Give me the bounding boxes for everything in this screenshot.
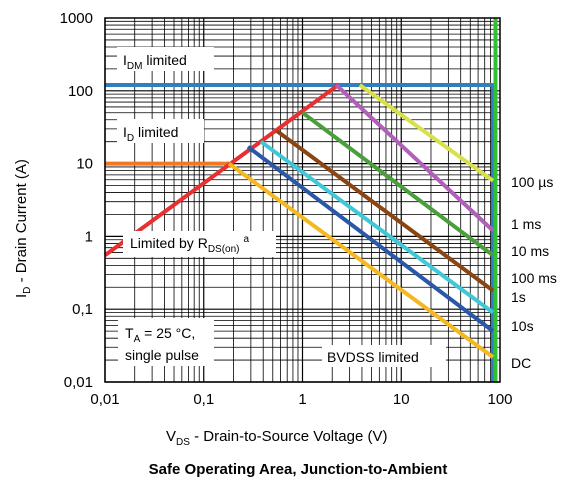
ta-label-line1: TA = 25 °C, <box>125 325 195 345</box>
series-line-2 <box>301 111 495 257</box>
series-label-3: 100 ms <box>511 270 557 286</box>
series-label-5: 10s <box>511 318 534 334</box>
ta-label-box <box>118 318 214 366</box>
series-line-1 <box>334 83 495 233</box>
idm-limited-label: IDM limited <box>123 52 187 72</box>
series-line-0 <box>358 83 495 183</box>
y-tick-label: 100 <box>68 83 93 100</box>
y-tick-label: 10 <box>76 156 93 173</box>
bvdss-label-box <box>322 345 446 367</box>
series-line-4 <box>259 140 495 315</box>
series-label-6: DC <box>511 355 531 371</box>
rds-limited-label: Limited by RDS(on)a <box>130 234 250 255</box>
series-lines <box>103 18 498 382</box>
series-label-1: 1 ms <box>511 216 541 232</box>
y-tick-label: 1000 <box>60 10 93 27</box>
id-limited-label: ID limited <box>123 124 178 144</box>
plot-frame <box>104 17 501 383</box>
y-axis-label: ID - Drain Current (A) <box>13 159 33 298</box>
x-tick-label: 100 <box>487 391 512 408</box>
tick-labels: 0,01 0,1 1 10 100 0,01 0,1 1 10 100 1000 <box>60 10 513 408</box>
series-line-5 <box>246 145 495 333</box>
chart-title: Safe Operating Area, Junction-to-Ambient <box>149 461 448 478</box>
series-line-3 <box>275 129 495 293</box>
x-tick-label: 1 <box>298 391 306 408</box>
x-tick-label: 10 <box>393 391 410 408</box>
bvdss-limited-label: BVDSS limited <box>327 349 419 365</box>
series-line-6 <box>227 161 495 359</box>
ta-label-line2: single pulse <box>125 347 199 363</box>
y-tick-label: 1 <box>85 228 93 245</box>
series-label-4: 1s <box>511 289 526 305</box>
rds-label-box <box>123 231 276 257</box>
series-label-0: 100 µs <box>511 174 553 190</box>
annotations: IDM limited ID limited Limited by RDS(on… <box>117 47 446 367</box>
x-tick-label: 0,1 <box>193 391 214 408</box>
id-label-box <box>117 119 204 143</box>
series-labels: 100 µs 1 ms 10 ms 100 ms 1s 10s DC <box>511 174 557 371</box>
y-tick-label: 0,1 <box>72 301 93 318</box>
limit-line-0 <box>105 83 495 382</box>
idm-label-box <box>117 47 214 71</box>
y-tick-label: 0,01 <box>64 374 93 391</box>
limit-line-2 <box>103 83 340 257</box>
plot-border <box>104 17 501 383</box>
series-label-2: 10 ms <box>511 243 549 259</box>
x-tick-label: 0,01 <box>90 391 119 408</box>
x-axis-label: VDS - Drain-to-Source Voltage (V) <box>166 428 388 448</box>
